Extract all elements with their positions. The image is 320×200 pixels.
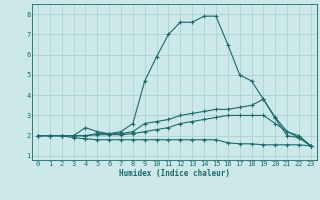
X-axis label: Humidex (Indice chaleur): Humidex (Indice chaleur) [119,169,230,178]
